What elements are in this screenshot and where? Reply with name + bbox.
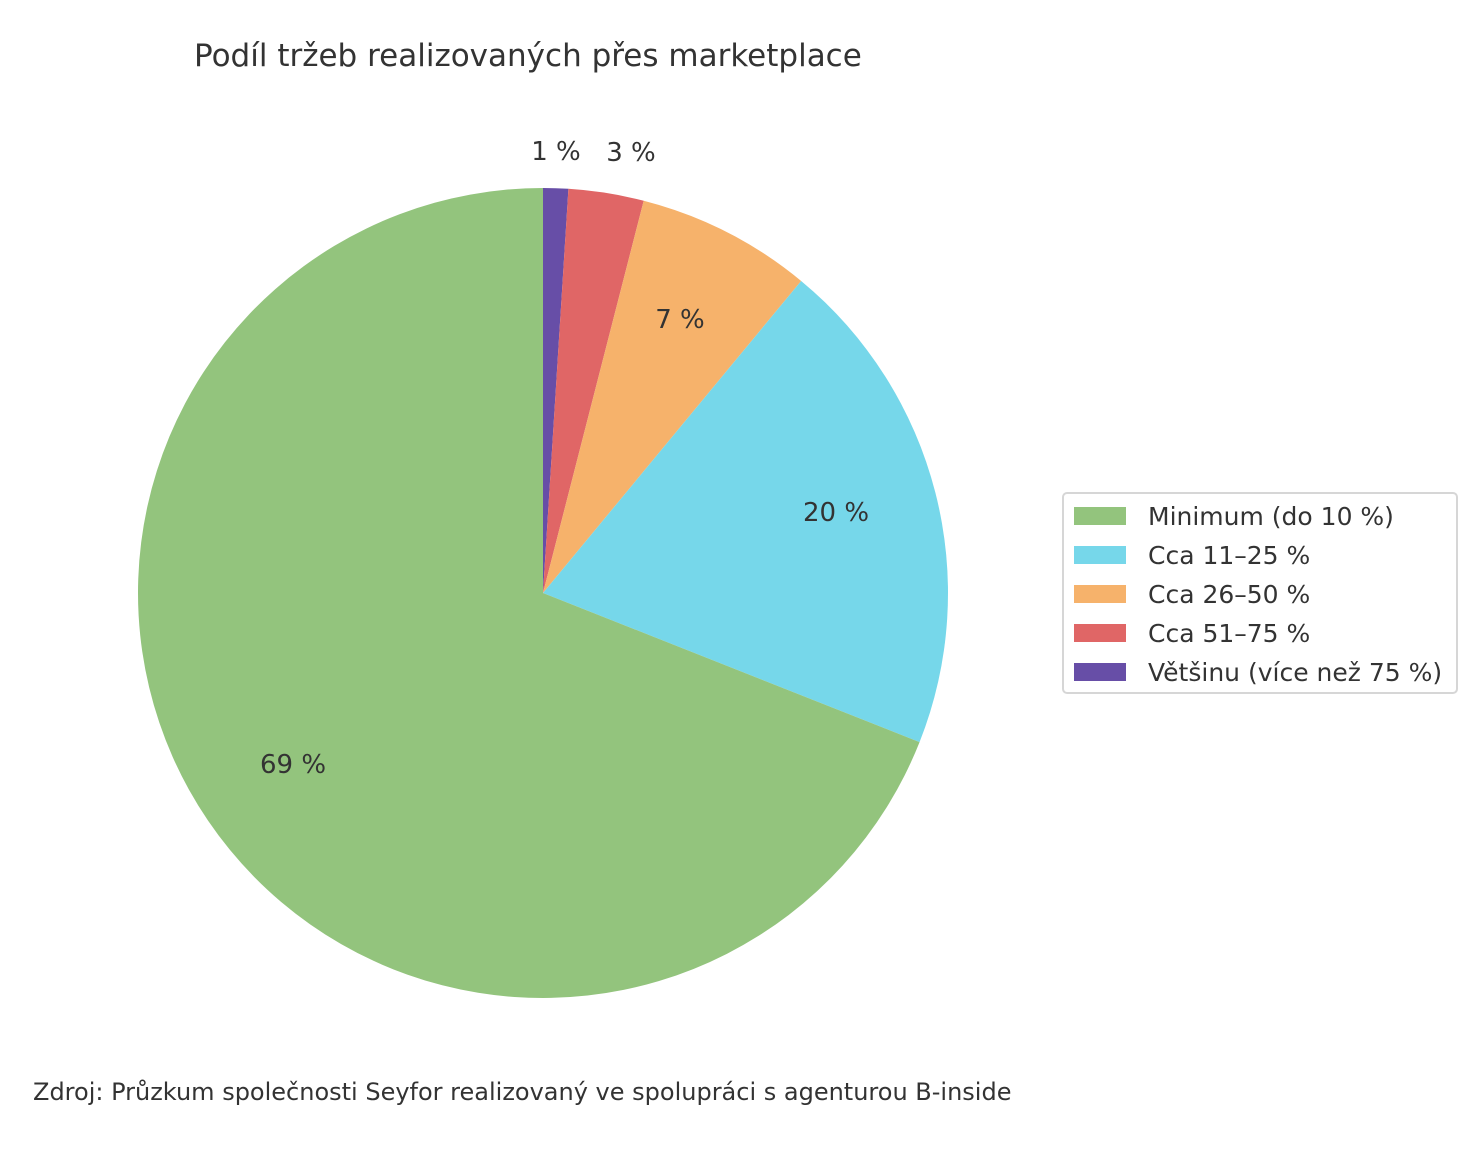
- legend-swatch: [1074, 546, 1126, 564]
- pie-slice: [138, 188, 920, 998]
- legend-label: Většinu (více než 75 %): [1148, 657, 1443, 687]
- legend-swatch: [1074, 507, 1126, 525]
- legend-label: Minimum (do 10 %): [1148, 501, 1394, 531]
- pie-slice: [543, 200, 802, 593]
- pie-slice: [543, 188, 644, 593]
- label-cca-51-75: 3 %: [606, 138, 656, 168]
- legend-item: Cca 26–50 %: [1074, 579, 1310, 609]
- legend-swatch: [1074, 585, 1126, 603]
- label-minimum: 69 %: [259, 750, 327, 780]
- legend-item: Většinu (více než 75 %): [1074, 657, 1442, 687]
- source-note: Zdroj: Průzkum společnosti Seyfor realiz…: [33, 1078, 1012, 1106]
- label-vetsinu: 1 %: [531, 137, 581, 167]
- legend-label: Cca 26–50 %: [1148, 579, 1311, 609]
- legend-item: Minimum (do 10 %): [1074, 501, 1394, 531]
- legend-label: Cca 11–25 %: [1148, 540, 1311, 570]
- legend-item: Cca 51–75 %: [1074, 618, 1310, 648]
- legend: Minimum (do 10 %) Cca 11–25 % Cca 26–50 …: [1062, 492, 1458, 694]
- legend-swatch: [1074, 663, 1126, 681]
- legend-swatch: [1074, 624, 1126, 642]
- legend-label: Cca 51–75 %: [1148, 618, 1311, 648]
- label-cca-11-25: 20 %: [802, 498, 870, 528]
- label-cca-26-50: 7 %: [655, 305, 705, 335]
- pie-slice: [543, 280, 948, 743]
- legend-item: Cca 11–25 %: [1074, 540, 1310, 570]
- chart-title: Podíl tržeb realizovaných přes marketpla…: [194, 38, 862, 74]
- pie-slice: [543, 188, 569, 593]
